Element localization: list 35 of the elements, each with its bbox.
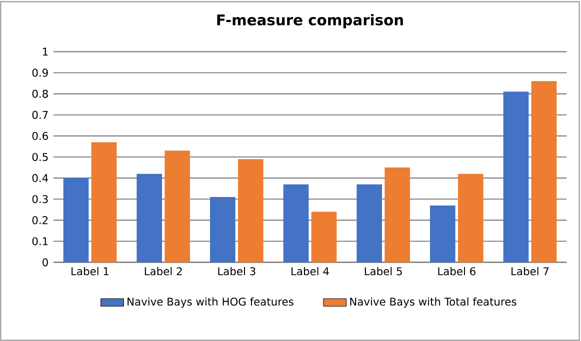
x-tick-label: Label 6 xyxy=(438,267,476,276)
y-tick-label: 0.9 xyxy=(32,68,48,77)
x-tick-label: Label 4 xyxy=(292,267,329,276)
bar xyxy=(531,81,557,262)
bar xyxy=(430,205,456,262)
y-tick-label: 0.5 xyxy=(32,152,48,162)
bar xyxy=(311,212,337,262)
y-tick-label: 0.3 xyxy=(32,195,48,204)
y-tick-label: 0.8 xyxy=(32,90,48,98)
y-tick-label: 0.7 xyxy=(32,110,48,119)
bar xyxy=(164,150,190,262)
bar xyxy=(458,174,484,262)
x-tick-label: Label 1 xyxy=(72,267,108,276)
bar xyxy=(283,184,309,262)
bar xyxy=(384,168,410,262)
bar xyxy=(238,159,264,262)
y-tick-label: 0.2 xyxy=(32,216,48,224)
y-tick-label: 1 xyxy=(43,48,48,56)
y-tick-label: 0 xyxy=(42,258,48,266)
x-tick-label: Label 3 xyxy=(218,267,256,276)
y-tick-label: 0.6 xyxy=(32,132,48,140)
bar xyxy=(210,197,236,262)
x-tick-label: Label 5 xyxy=(364,267,402,276)
legend-label: Navive Bays with Total features xyxy=(350,297,516,308)
bar xyxy=(356,184,382,262)
bar xyxy=(503,92,529,262)
chart-title: F-measure comparison xyxy=(217,14,403,28)
bar xyxy=(91,142,117,262)
x-tick-label: Label 7 xyxy=(512,267,549,276)
y-tick-label: 0.4 xyxy=(32,174,48,182)
legend-label: Navive Bays with HOG features xyxy=(128,297,294,308)
bar xyxy=(136,174,162,262)
y-tick-label: 0.1 xyxy=(32,237,48,246)
bar xyxy=(63,178,89,262)
x-tick-label: Label 2 xyxy=(144,267,182,276)
